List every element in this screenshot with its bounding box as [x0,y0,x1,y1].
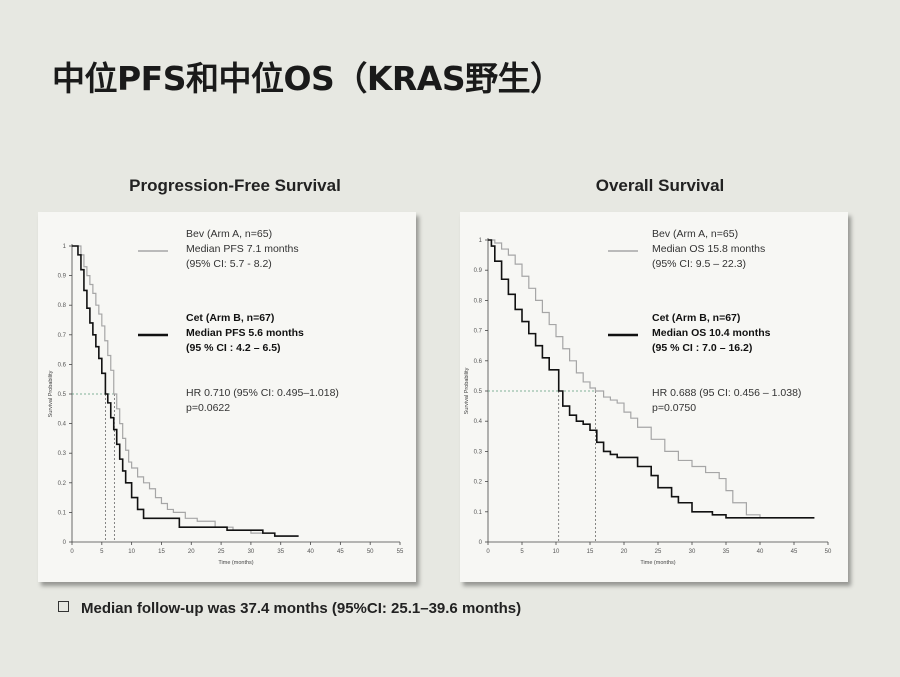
pfs-x-tick-label-9: 45 [337,549,344,555]
pfs-x-tick-label-5: 25 [218,549,225,555]
os-series-1-curve [488,239,815,519]
os-y-tick-label-9: 0.9 [474,268,483,274]
pfs-stat-1: p=0.0622 [186,402,230,414]
os-x-tick-label-8: 40 [757,549,764,555]
pfs-y-tick-label-3: 0.3 [58,451,67,457]
slide-title: 中位PFS和中位OS（KRAS野生） [52,59,563,98]
checkbox-bullet-icon [58,601,69,612]
os-x-tick-label-6: 30 [689,549,696,555]
pfs-y-tick-label-9: 0.9 [58,274,67,280]
os-x-tick-label-3: 15 [587,549,594,555]
os-y-tick-label-10: 1 [479,238,483,244]
pfs-x-tick-label-1: 5 [100,549,104,555]
pfs-x-tick-label-8: 40 [307,549,314,555]
os-y-tick-label-3: 0.3 [474,449,483,455]
pfs-x-tick-label-6: 30 [248,549,255,555]
os-y-tick-label-2: 0.2 [474,480,483,486]
pfs-x-tick-label-7: 35 [277,549,284,555]
os-y-tick-label-1: 0.1 [474,510,483,516]
pfs-y-tick-label-8: 0.8 [58,303,67,309]
pfs-series-0-curve [72,245,299,537]
os-y-tick-label-8: 0.8 [474,298,483,304]
os-y-axis-label: Survival Probability [464,367,470,414]
os-x-tick-label-5: 25 [655,549,662,555]
pfs-x-tick-label-4: 20 [188,549,195,555]
os-legend-1-line-2: (95 % CI : 7.0 – 16.2) [652,342,752,354]
pfs-stat-0: HR 0.710 (95% CI: 0.495–1.018) [186,387,339,399]
os-x-axis-label: Time (months) [640,560,675,566]
os-x-tick-label-2: 10 [553,549,560,555]
pfs-y-tick-label-10: 1 [63,244,67,250]
pfs-y-tick-label-7: 0.7 [58,333,67,339]
os-x-tick-label-4: 20 [621,549,628,555]
pfs-legend-1-line-2: (95 % CI : 4.2 – 6.5) [186,342,281,354]
pfs-axes [69,244,401,545]
os-x-tick-label-10: 50 [825,549,832,555]
os-y-tick-label-6: 0.6 [474,359,483,365]
pfs-x-tick-label-11: 55 [397,549,404,555]
os-axes [485,238,829,545]
pfs-y-tick-label-2: 0.2 [58,481,67,487]
os-y-tick-label-5: 0.5 [474,389,483,395]
pfs-y-axis-label: Survival Probability [48,370,54,417]
os-legend-0-line-1: Median OS 15.8 months [652,243,765,255]
follow-up-note: Median follow-up was 37.4 months (95%CI:… [58,600,521,617]
os-x-tick-label-7: 35 [723,549,730,555]
pfs-chart-figure: 0 5 10 15 20 25 30 35 40 45 50 55 0 0.1 0.2 0.3 0.4 0.5 0.… [38,212,416,582]
follow-up-text: Median follow-up was 37.4 months (95%CI:… [81,600,522,617]
os-x-tick-label-0: 0 [486,549,490,555]
pfs-y-tick-label-6: 0.6 [58,362,67,368]
os-stat-1: p=0.0750 [652,402,696,414]
pfs-series-1-curve [72,245,299,537]
os-legend-0-line-2: (95% CI: 9.5 – 22.3) [652,258,746,270]
pfs-y-tick-label-5: 0.5 [58,392,67,398]
pfs-legend-0-line-2: (95% CI: 5.7 - 8.2) [186,258,272,270]
pfs-x-tick-label-3: 15 [158,549,165,555]
pfs-y-tick-label-4: 0.4 [58,422,67,428]
os-series-0-curve [488,239,815,519]
os-y-tick-label-4: 0.4 [474,419,483,425]
pfs-x-tick-label-2: 10 [128,549,135,555]
os-chart-figure: 0 5 10 15 20 25 30 35 40 45 50 0 0.1 0.2 0.3 0.4 0.5 0.6 0… [460,212,848,582]
os-legend-0-line-0: Bev (Arm A, n=65) [652,228,738,240]
pfs-legend-1-line-0: Cet (Arm B, n=67) [186,312,274,324]
pfs-chart-title: Progression-Free Survival [129,176,341,195]
os-chart-title: Overall Survival [595,176,725,195]
os-stat-0: HR 0.688 (95 CI: 0.456 – 1.038) [652,387,801,399]
pfs-x-axis-label: Time (months) [218,560,253,566]
os-y-tick-label-7: 0.7 [474,329,483,335]
pfs-x-tick-label-10: 50 [367,549,374,555]
os-x-tick-label-1: 5 [520,549,524,555]
os-chart-svg: 0 5 10 15 20 25 30 35 40 45 50 0 0.1 0.2 0.3 0.4 0.5 0.6 0… [464,228,832,566]
pfs-chart-svg: 0 5 10 15 20 25 30 35 40 45 50 55 0 0.1 0.2 0.3 0.4 0.5 0.… [48,228,404,566]
os-y-tick-label-0: 0 [479,540,483,546]
pfs-x-tick-label-0: 0 [70,549,74,555]
os-x-tick-label-9: 45 [791,549,798,555]
os-legend-1-line-1: Median OS 10.4 months [652,327,771,339]
pfs-legend-1-line-1: Median PFS 5.6 months [186,327,304,339]
os-legend-1-line-0: Cet (Arm B, n=67) [652,312,740,324]
pfs-y-tick-label-1: 0.1 [58,510,67,516]
pfs-legend-0-line-1: Median PFS 7.1 months [186,243,299,255]
pfs-y-tick-label-0: 0 [63,540,67,546]
pfs-legend-0-line-0: Bev (Arm A, n=65) [186,228,272,240]
